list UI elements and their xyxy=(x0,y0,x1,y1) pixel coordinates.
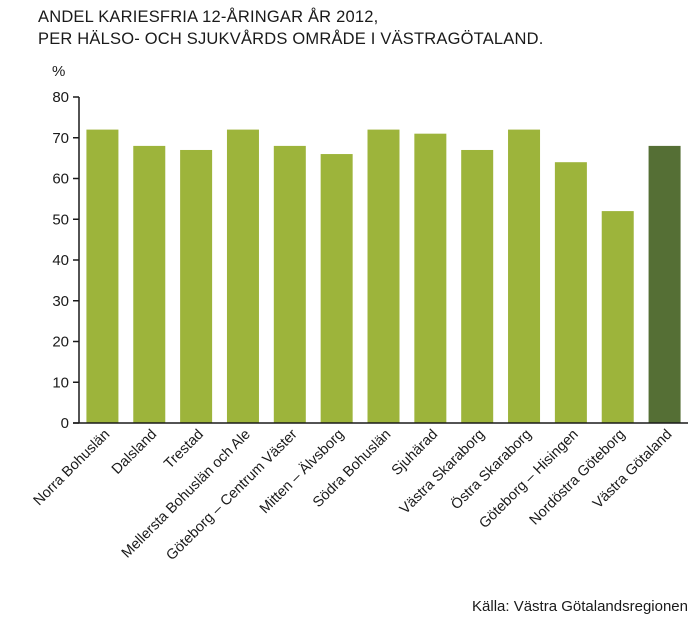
bar xyxy=(648,145,681,423)
x-category-label: Västra Götaland xyxy=(590,427,675,512)
chart-title: ANDEL KARIESFRIA 12-ÅRINGAR ÅR 2012, PER… xyxy=(38,6,544,50)
y-tick-label: 50 xyxy=(52,211,69,228)
y-tick-label: 70 xyxy=(52,130,69,147)
x-category-label: Norra Bohuslän xyxy=(31,427,114,510)
bar xyxy=(133,145,166,423)
y-tick-label: 20 xyxy=(52,334,69,351)
bar xyxy=(461,149,494,423)
bar xyxy=(273,145,306,423)
bar xyxy=(180,149,213,423)
bar xyxy=(86,129,119,423)
bar xyxy=(320,154,353,424)
y-tick-label: 10 xyxy=(52,374,69,391)
x-category-label: Trestad xyxy=(161,427,207,473)
bar xyxy=(554,162,587,423)
y-axis-unit-label: % xyxy=(52,63,65,80)
chart-title-line-2: PER HÄLSO- OCH SJUKVÅRDS OMRÅDE I VÄSTRA… xyxy=(38,30,544,48)
y-tick-label: 40 xyxy=(52,252,69,269)
chart-title-line-1: ANDEL KARIESFRIA 12-ÅRINGAR ÅR 2012, xyxy=(38,8,379,26)
y-tick-label: 60 xyxy=(52,171,69,188)
source-note: Källa: Västra Götalandsregionen xyxy=(472,598,688,615)
y-tick-label: 30 xyxy=(52,293,69,310)
bar xyxy=(508,129,541,423)
bar xyxy=(601,211,634,423)
x-category-label: Mitten – Älvsborg xyxy=(256,426,347,517)
x-category-label: Östra Skaraborg xyxy=(447,425,535,513)
bar xyxy=(367,129,400,423)
bar xyxy=(414,133,447,424)
x-category-label: Västra Skaraborg xyxy=(397,427,488,518)
bar xyxy=(226,129,259,423)
y-tick-label: 0 xyxy=(61,415,69,432)
x-category-label: Dalsland xyxy=(109,427,160,478)
y-tick-label: 80 xyxy=(52,89,69,106)
